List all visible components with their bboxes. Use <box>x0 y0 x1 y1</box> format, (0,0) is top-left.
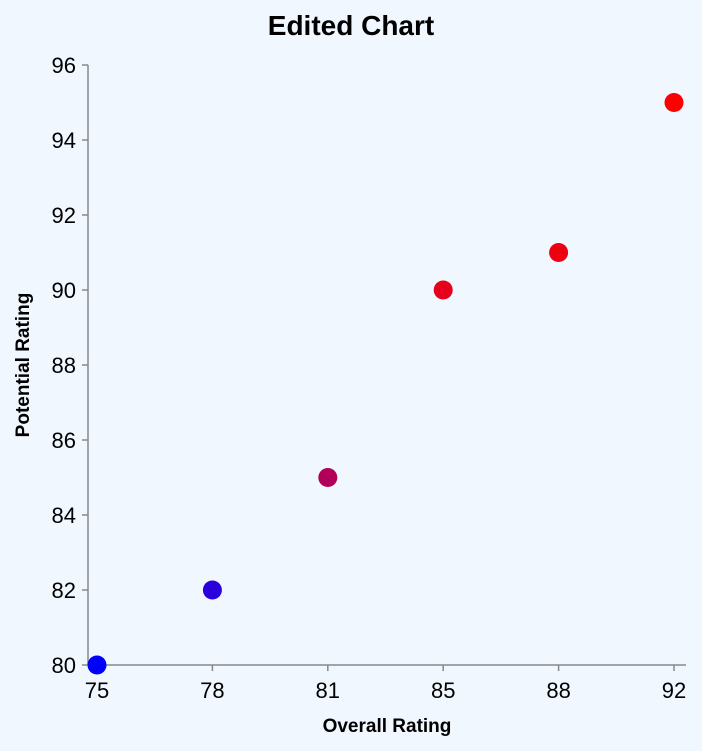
data-points <box>87 93 684 675</box>
data-point[interactable] <box>433 280 453 300</box>
y-tick-label: 94 <box>52 128 76 153</box>
data-point[interactable] <box>549 243 569 262</box>
data-point[interactable] <box>202 580 222 600</box>
x-axis-ticks: 75 78 81 85 88 92 <box>85 665 686 703</box>
data-point[interactable] <box>87 655 107 675</box>
x-tick-label: 78 <box>200 678 224 703</box>
data-point[interactable] <box>664 93 684 112</box>
x-axis-title: Overall Rating <box>323 716 452 737</box>
x-tick-label: 85 <box>431 678 455 703</box>
data-point[interactable] <box>318 468 338 487</box>
y-tick-label: 88 <box>52 353 76 378</box>
chart-title: Edited Chart <box>268 10 434 41</box>
y-axis-title: Potential Rating <box>13 293 34 438</box>
x-tick-label: 88 <box>546 678 570 703</box>
x-tick-label: 81 <box>316 678 340 703</box>
x-tick-label: 92 <box>662 678 686 703</box>
y-tick-label: 90 <box>52 278 76 303</box>
y-tick-label: 96 <box>52 53 76 78</box>
y-tick-label: 82 <box>52 578 76 603</box>
y-axis-ticks: 80 82 84 86 88 90 92 94 96 <box>52 53 88 678</box>
x-tick-label: 75 <box>85 678 109 703</box>
y-tick-label: 92 <box>52 203 76 228</box>
y-tick-label: 86 <box>52 428 76 453</box>
y-tick-label: 84 <box>52 503 76 528</box>
y-tick-label: 80 <box>52 653 76 678</box>
